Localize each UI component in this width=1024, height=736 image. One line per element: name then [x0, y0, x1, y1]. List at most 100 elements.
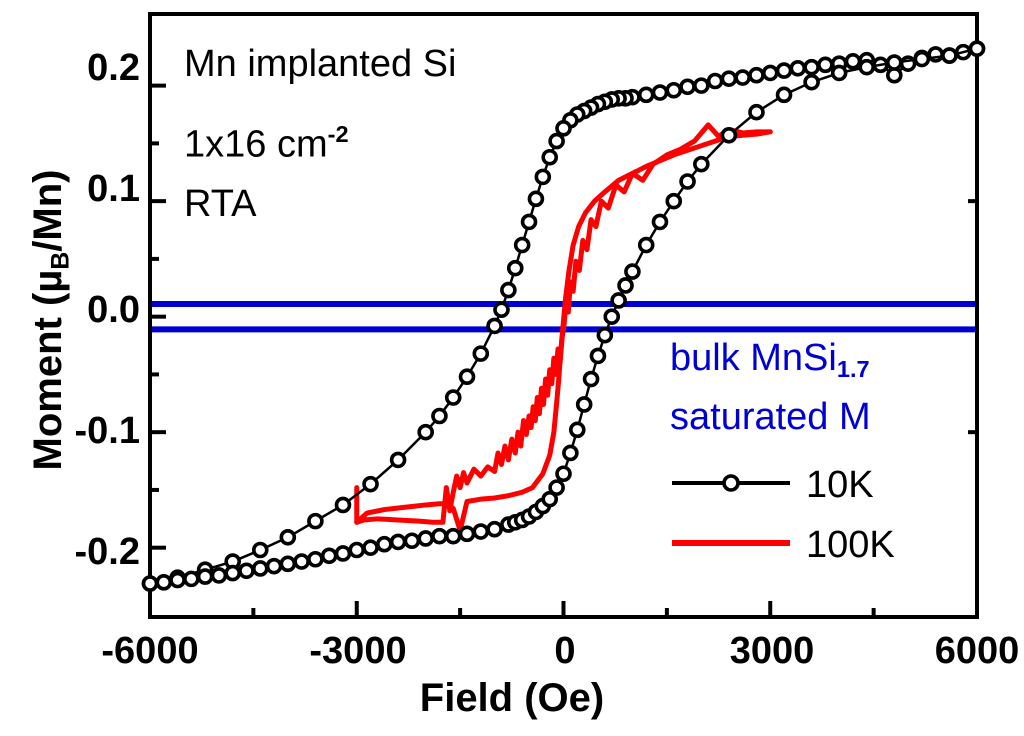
annotation-bulk-stoichiometry: 1.7	[836, 356, 870, 383]
series-10K-marker	[548, 132, 565, 150]
series-10K-marker	[417, 530, 434, 547]
series-10K-marker	[210, 567, 228, 584]
y-axis-title-wrapper: Moment (µB/Mn)	[26, 0, 78, 640]
series-10K-marker	[541, 148, 559, 166]
series-10K-marker	[444, 527, 462, 545]
series-10K-marker	[603, 308, 621, 325]
series-10K-marker	[596, 326, 614, 344]
series-10K-marker	[617, 277, 634, 294]
series-10K-marker	[500, 281, 517, 299]
series-10K-marker	[348, 541, 366, 559]
series-10K-marker	[183, 570, 200, 588]
series-10K-marker	[665, 81, 683, 99]
series-10K-marker	[679, 78, 696, 96]
series-10K-marker	[555, 120, 572, 137]
series-10K-marker	[610, 292, 627, 309]
ytick-label: -0.2	[74, 531, 140, 573]
series-10K-marker	[679, 173, 696, 190]
series-10K-marker	[568, 421, 586, 439]
series-10K-marker	[575, 396, 593, 413]
series-10K-marker	[444, 389, 462, 406]
series-10K-marker	[803, 58, 820, 76]
series-10K-marker	[885, 54, 903, 71]
series-10K-marker	[376, 535, 393, 553]
series-10K-marker	[389, 451, 407, 469]
series-10K-marker	[844, 53, 862, 70]
ytick-label: 0.0	[87, 289, 140, 331]
series-10K-marker	[265, 557, 283, 575]
annotation-sample-dose: 1x16 cm	[184, 123, 328, 166]
series-10K-marker	[913, 50, 931, 68]
legend-label-100K: 100K	[806, 524, 895, 566]
series-10K-marker	[486, 520, 503, 538]
series-10K-marker	[458, 525, 476, 543]
xtick-label: 0	[554, 630, 576, 672]
series-10K-marker	[362, 539, 379, 556]
series-10K-marker	[624, 263, 641, 280]
series-10K-marker	[431, 527, 448, 545]
series-10K-marker	[582, 370, 600, 388]
series-10K-marker	[334, 496, 352, 514]
annotation-bulk-line1: bulk MnSi1.7	[670, 337, 870, 383]
legend	[672, 474, 790, 546]
series-10K-marker	[472, 523, 490, 540]
series-10K-marker	[403, 532, 421, 550]
series-10K-marker	[720, 126, 738, 144]
series-10K-marker	[520, 213, 538, 231]
series-10K-marker	[293, 553, 310, 570]
series-10K-marker	[748, 66, 765, 84]
series-10K-marker	[431, 407, 448, 425]
series-10K-marker	[968, 40, 986, 57]
series-10K-marker	[541, 490, 559, 508]
series-10K-marker	[817, 56, 834, 74]
series-10K-marker	[651, 84, 669, 101]
series-10K	[141, 40, 986, 592]
series-10K-marker	[761, 64, 779, 82]
series-10K-marker	[334, 545, 352, 562]
series-10K-marker	[720, 70, 738, 87]
x-axis-title: Field (Oe)	[419, 676, 605, 720]
ytick-label: -0.1	[74, 410, 140, 452]
y-axis-title: Moment (µB/Mn)	[26, 170, 75, 471]
series-10K-marker	[789, 59, 807, 77]
series-10K-marker	[734, 69, 751, 86]
annotation-sample-line1: Mn implanted Si	[184, 43, 457, 85]
series-10K-marker	[534, 168, 552, 186]
series-10K-marker	[307, 550, 324, 568]
legend-label-10K: 10K	[806, 464, 874, 506]
series-10K-marker	[389, 533, 407, 551]
series-10K-marker	[224, 564, 241, 582]
series-10K-marker	[527, 190, 545, 208]
series-10K-marker	[941, 47, 958, 64]
series-10K-marker	[458, 368, 476, 386]
series-10K-marker	[706, 72, 724, 90]
series-10K-marker	[155, 574, 173, 591]
series-100K-descending	[354, 129, 773, 533]
xtick-label: -6000	[101, 630, 199, 672]
series-10K-marker	[775, 62, 793, 79]
series-10K-marker	[637, 236, 655, 254]
series-10K-marker	[320, 547, 338, 565]
series-10K-marker	[493, 301, 510, 319]
series-10K-marker	[693, 155, 710, 173]
series-10K-marker	[513, 236, 531, 254]
series-10K-marker	[562, 444, 579, 462]
series-10K-marker	[830, 64, 848, 82]
series-10K-marker	[555, 465, 572, 483]
series-10K-marker	[362, 475, 379, 493]
series-10K-marker	[251, 541, 269, 559]
series-10K-marker	[417, 423, 434, 441]
annotation-sample-line3: RTA	[184, 183, 257, 225]
annotation-bulk-line2: saturated M	[670, 396, 871, 438]
series-10K-marker	[279, 528, 297, 546]
series-10K-marker	[196, 568, 214, 585]
series-10K-marker	[665, 192, 683, 210]
series-10K-marker	[589, 347, 607, 365]
y-axis-title-tail: /Mn)	[26, 169, 70, 252]
xtick-label: 6000	[934, 630, 1020, 672]
series-10K-marker	[637, 86, 655, 104]
annotation-sample-dose-exponent: -2	[327, 121, 349, 147]
series-10K-marker	[472, 345, 490, 362]
xtick-label: -3000	[309, 630, 407, 672]
